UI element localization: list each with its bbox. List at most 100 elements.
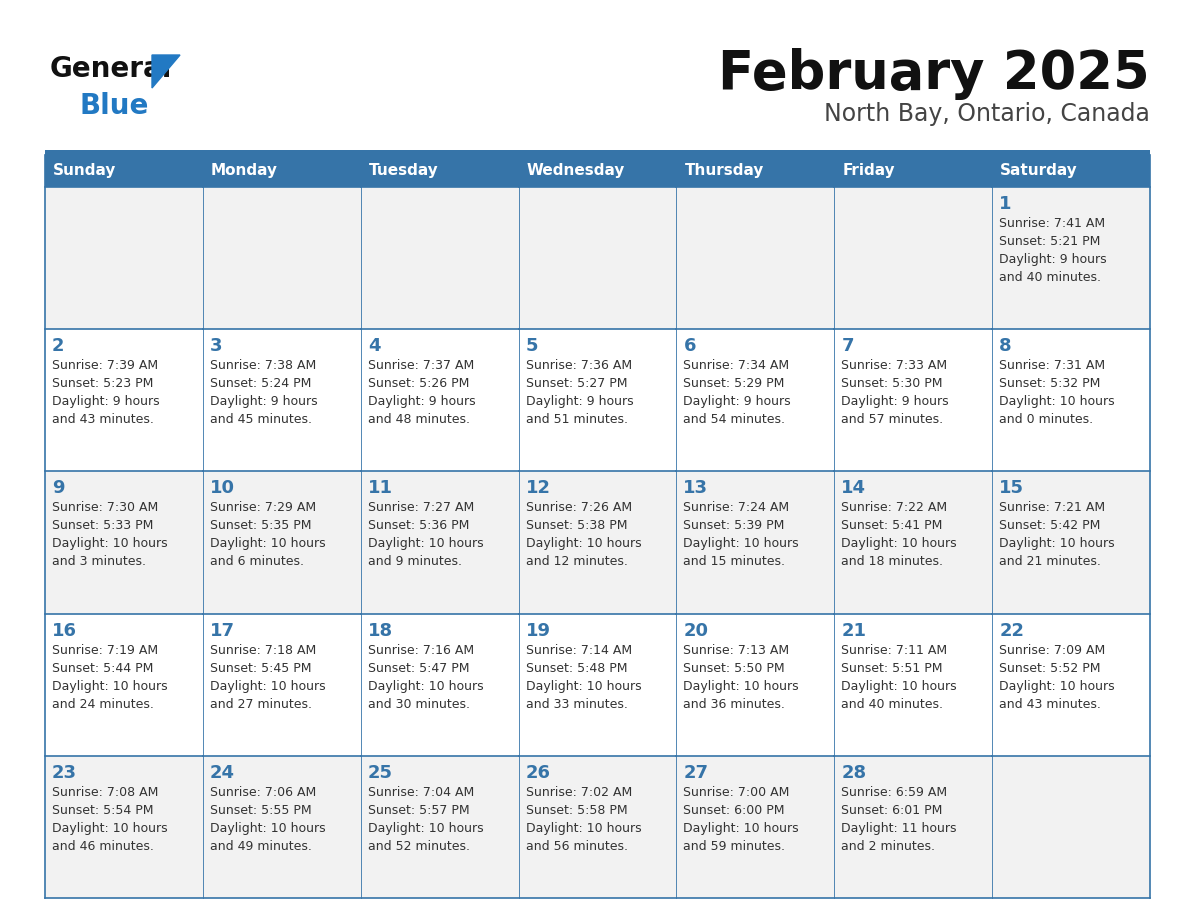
- Text: 13: 13: [683, 479, 708, 498]
- Text: Sunrise: 7:38 AM: Sunrise: 7:38 AM: [210, 359, 316, 372]
- Text: Sunrise: 7:00 AM: Sunrise: 7:00 AM: [683, 786, 790, 799]
- Text: Daylight: 9 hours: Daylight: 9 hours: [683, 396, 791, 409]
- Text: Sunrise: 7:36 AM: Sunrise: 7:36 AM: [525, 359, 632, 372]
- Text: 2: 2: [52, 337, 64, 355]
- Text: Sunrise: 7:18 AM: Sunrise: 7:18 AM: [210, 644, 316, 656]
- Text: and 48 minutes.: and 48 minutes.: [368, 413, 469, 426]
- Text: Sunrise: 7:41 AM: Sunrise: 7:41 AM: [999, 217, 1105, 230]
- Bar: [992, 155, 1150, 187]
- Text: Sunrise: 7:11 AM: Sunrise: 7:11 AM: [841, 644, 947, 656]
- Text: 12: 12: [525, 479, 550, 498]
- Text: Sunset: 5:38 PM: Sunset: 5:38 PM: [525, 520, 627, 532]
- Text: Daylight: 9 hours: Daylight: 9 hours: [52, 396, 159, 409]
- Text: Sunrise: 7:02 AM: Sunrise: 7:02 AM: [525, 786, 632, 799]
- Text: Sunrise: 7:29 AM: Sunrise: 7:29 AM: [210, 501, 316, 514]
- Text: and 59 minutes.: and 59 minutes.: [683, 840, 785, 853]
- Text: Tuesday: Tuesday: [368, 163, 438, 178]
- Text: Sunset: 5:39 PM: Sunset: 5:39 PM: [683, 520, 785, 532]
- Text: 23: 23: [52, 764, 77, 782]
- Text: Sunrise: 7:37 AM: Sunrise: 7:37 AM: [368, 359, 474, 372]
- Bar: [45, 187, 203, 330]
- Text: Sunrise: 7:08 AM: Sunrise: 7:08 AM: [52, 786, 158, 799]
- Text: Sunset: 5:24 PM: Sunset: 5:24 PM: [210, 377, 311, 390]
- Bar: [676, 155, 834, 187]
- Bar: [992, 756, 1150, 898]
- Text: Daylight: 10 hours: Daylight: 10 hours: [999, 679, 1114, 692]
- Text: Daylight: 10 hours: Daylight: 10 hours: [368, 537, 484, 551]
- Bar: [361, 756, 519, 898]
- Text: 14: 14: [841, 479, 866, 498]
- Text: Sunrise: 6:59 AM: Sunrise: 6:59 AM: [841, 786, 947, 799]
- Text: and 18 minutes.: and 18 minutes.: [841, 555, 943, 568]
- Bar: [203, 472, 361, 613]
- Text: and 6 minutes.: and 6 minutes.: [210, 555, 304, 568]
- Text: and 3 minutes.: and 3 minutes.: [52, 555, 146, 568]
- Bar: [992, 187, 1150, 330]
- Bar: [676, 330, 834, 472]
- Text: Sunrise: 7:27 AM: Sunrise: 7:27 AM: [368, 501, 474, 514]
- Bar: [834, 330, 992, 472]
- Text: Sunset: 5:32 PM: Sunset: 5:32 PM: [999, 377, 1100, 390]
- Bar: [361, 155, 519, 187]
- Text: Sunrise: 7:22 AM: Sunrise: 7:22 AM: [841, 501, 947, 514]
- Text: 19: 19: [525, 621, 550, 640]
- Text: and 0 minutes.: and 0 minutes.: [999, 413, 1093, 426]
- Text: and 49 minutes.: and 49 minutes.: [210, 840, 311, 853]
- Text: Daylight: 10 hours: Daylight: 10 hours: [683, 679, 800, 692]
- Text: Sunrise: 7:09 AM: Sunrise: 7:09 AM: [999, 644, 1105, 656]
- Bar: [203, 756, 361, 898]
- Text: 28: 28: [841, 764, 866, 782]
- Text: Daylight: 10 hours: Daylight: 10 hours: [841, 537, 956, 551]
- Text: Saturday: Saturday: [1000, 163, 1078, 178]
- Text: Daylight: 10 hours: Daylight: 10 hours: [999, 537, 1114, 551]
- Text: 7: 7: [841, 337, 854, 355]
- Text: Sunset: 5:44 PM: Sunset: 5:44 PM: [52, 662, 153, 675]
- Text: 15: 15: [999, 479, 1024, 498]
- Text: and 12 minutes.: and 12 minutes.: [525, 555, 627, 568]
- Text: Sunset: 5:27 PM: Sunset: 5:27 PM: [525, 377, 627, 390]
- Text: Sunset: 5:55 PM: Sunset: 5:55 PM: [210, 804, 311, 817]
- Text: Sunrise: 7:13 AM: Sunrise: 7:13 AM: [683, 644, 790, 656]
- Text: and 40 minutes.: and 40 minutes.: [841, 698, 943, 711]
- Text: Daylight: 10 hours: Daylight: 10 hours: [210, 537, 326, 551]
- Text: 8: 8: [999, 337, 1012, 355]
- Text: and 15 minutes.: and 15 minutes.: [683, 555, 785, 568]
- Text: Daylight: 11 hours: Daylight: 11 hours: [841, 822, 956, 834]
- Bar: [834, 613, 992, 756]
- Bar: [45, 155, 203, 187]
- Bar: [45, 613, 203, 756]
- Bar: [519, 330, 676, 472]
- Text: Sunset: 5:52 PM: Sunset: 5:52 PM: [999, 662, 1100, 675]
- Text: 3: 3: [210, 337, 222, 355]
- Bar: [834, 756, 992, 898]
- Text: 6: 6: [683, 337, 696, 355]
- Text: Sunrise: 7:21 AM: Sunrise: 7:21 AM: [999, 501, 1105, 514]
- Text: Daylight: 10 hours: Daylight: 10 hours: [999, 396, 1114, 409]
- Polygon shape: [152, 55, 181, 88]
- Bar: [676, 187, 834, 330]
- Bar: [834, 155, 992, 187]
- Text: and 21 minutes.: and 21 minutes.: [999, 555, 1101, 568]
- Bar: [361, 613, 519, 756]
- Text: Sunset: 5:57 PM: Sunset: 5:57 PM: [368, 804, 469, 817]
- Text: 5: 5: [525, 337, 538, 355]
- Text: Sunrise: 7:26 AM: Sunrise: 7:26 AM: [525, 501, 632, 514]
- Text: Daylight: 9 hours: Daylight: 9 hours: [525, 396, 633, 409]
- Text: and 2 minutes.: and 2 minutes.: [841, 840, 935, 853]
- Text: Sunset: 6:00 PM: Sunset: 6:00 PM: [683, 804, 785, 817]
- Text: 9: 9: [52, 479, 64, 498]
- Text: Daylight: 9 hours: Daylight: 9 hours: [368, 396, 475, 409]
- Text: 10: 10: [210, 479, 235, 498]
- Text: Daylight: 10 hours: Daylight: 10 hours: [52, 679, 168, 692]
- Bar: [992, 613, 1150, 756]
- Bar: [519, 613, 676, 756]
- Text: Sunset: 5:47 PM: Sunset: 5:47 PM: [368, 662, 469, 675]
- Text: Sunset: 5:36 PM: Sunset: 5:36 PM: [368, 520, 469, 532]
- Text: Sunset: 5:54 PM: Sunset: 5:54 PM: [52, 804, 153, 817]
- Text: Daylight: 9 hours: Daylight: 9 hours: [210, 396, 317, 409]
- Text: 11: 11: [368, 479, 393, 498]
- Text: Thursday: Thursday: [684, 163, 764, 178]
- Text: Sunset: 5:50 PM: Sunset: 5:50 PM: [683, 662, 785, 675]
- Text: Sunset: 5:26 PM: Sunset: 5:26 PM: [368, 377, 469, 390]
- Bar: [361, 472, 519, 613]
